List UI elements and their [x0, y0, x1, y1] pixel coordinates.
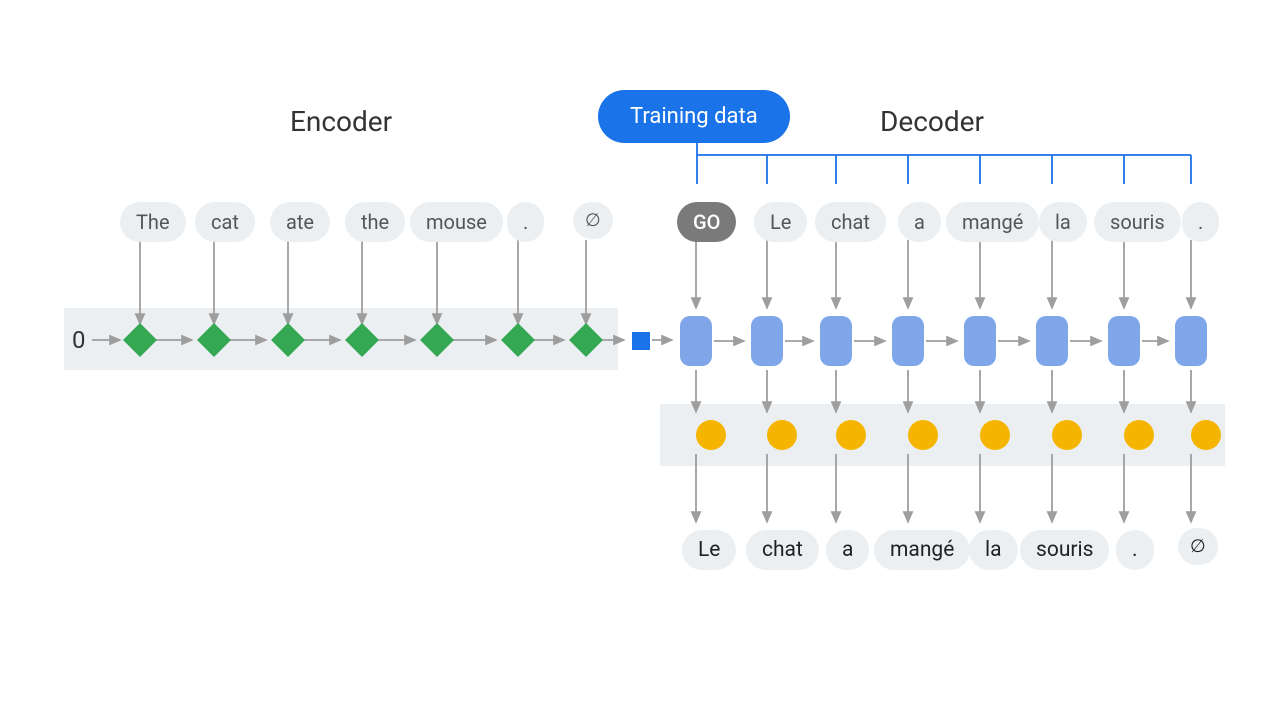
decoder-title: Decoder [880, 105, 984, 138]
decoder-output-0 [696, 420, 726, 450]
decoder-output-token-5: souris [1020, 530, 1109, 570]
decoder-output-1 [767, 420, 797, 450]
initial-state-zero: 0 [72, 326, 86, 354]
decoder-output-6 [1124, 420, 1154, 450]
decoder-state-5 [1036, 316, 1068, 366]
training-data-badge: Training data [598, 90, 790, 143]
encoder-token-0: The [120, 202, 186, 242]
decoder-output-5 [1052, 420, 1082, 450]
decoder-state-1 [751, 316, 783, 366]
decoder-output-token-4: la [969, 530, 1018, 570]
context-vector [632, 332, 650, 350]
decoder-state-3 [892, 316, 924, 366]
decoder-output-token-6: . [1116, 530, 1154, 570]
decoder-state-7 [1175, 316, 1207, 366]
decoder-input-token-2: chat [815, 202, 886, 242]
decoder-input-token-3: a [898, 202, 941, 242]
decoder-input-token-6: souris [1094, 202, 1181, 242]
decoder-output-token-1: chat [746, 530, 819, 570]
decoder-input-token-5: la [1039, 202, 1087, 242]
encoder-token-5: . [507, 202, 544, 242]
decoder-output-token-3: mangé [874, 530, 970, 570]
encoder-token-3: the [345, 202, 405, 242]
decoder-state-0 [680, 316, 712, 366]
encoder-title: Encoder [290, 105, 392, 138]
decoder-output-2 [836, 420, 866, 450]
decoder-input-token-1: Le [754, 202, 807, 242]
encoder-token-4: mouse [410, 202, 503, 242]
decoder-output-3 [908, 420, 938, 450]
decoder-output-token-7: ∅ [1178, 528, 1218, 565]
encoder-token-6: ∅ [573, 202, 613, 239]
encoder-token-2: ate [270, 202, 330, 242]
decoder-input-token-7: . [1182, 202, 1219, 242]
decoder-output-7 [1191, 420, 1221, 450]
decoder-input-token-0: GO [677, 202, 736, 242]
encoder-token-1: cat [195, 202, 255, 242]
decoder-output-token-2: a [826, 530, 869, 570]
decoder-input-token-4: mangé [946, 202, 1039, 242]
decoder-output-4 [980, 420, 1010, 450]
decoder-state-2 [820, 316, 852, 366]
decoder-output-token-0: Le [682, 530, 736, 570]
decoder-state-6 [1108, 316, 1140, 366]
decoder-state-4 [964, 316, 996, 366]
